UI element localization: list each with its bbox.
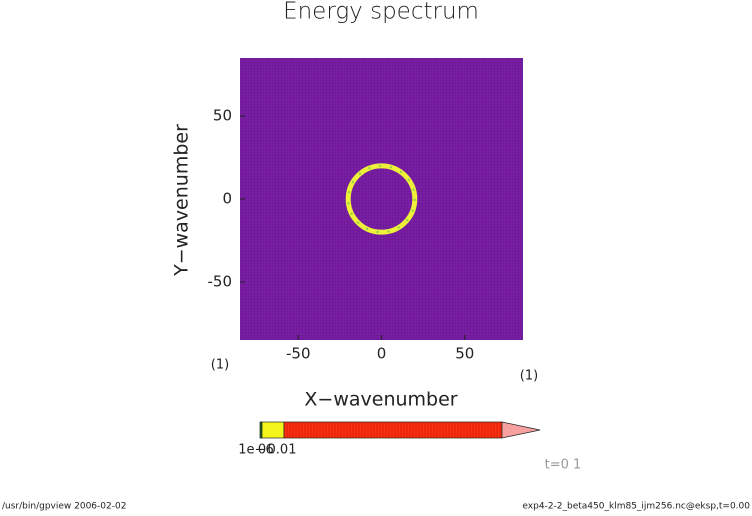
colorbar-label: 0 xyxy=(258,443,266,458)
y-unit: (1) xyxy=(211,358,229,373)
x-unit: (1) xyxy=(520,369,538,384)
footer-right: exp4-2-2_beta450_klm85_ijm256.nc@eksp,t=… xyxy=(522,502,750,512)
x-tick-label: -50 xyxy=(286,345,311,363)
ring-speckle xyxy=(347,164,416,234)
chart-title: Energy spectrum xyxy=(283,0,479,25)
x-tick-label: 0 xyxy=(377,345,387,363)
colorbar-extension xyxy=(501,421,541,439)
colorbar-segment xyxy=(261,421,285,439)
y-tick-label: 50 xyxy=(213,107,232,125)
colorbar-label: 0.01 xyxy=(268,443,297,458)
colorbar-segment xyxy=(283,421,503,439)
y-tick-label: 0 xyxy=(222,190,232,208)
plot-mesh xyxy=(240,58,523,340)
y-tick-label: -50 xyxy=(208,272,233,290)
y-axis-label: Y−wavenumber xyxy=(171,124,193,277)
time-label: t=0 1 xyxy=(545,458,582,473)
footer-left: /usr/bin/gpview 2006-02-02 xyxy=(2,502,126,512)
colorbar-label: 1e−6 xyxy=(238,443,273,458)
x-tick-label: 50 xyxy=(455,345,474,363)
x-axis-label: X−wavenumber xyxy=(304,389,457,411)
